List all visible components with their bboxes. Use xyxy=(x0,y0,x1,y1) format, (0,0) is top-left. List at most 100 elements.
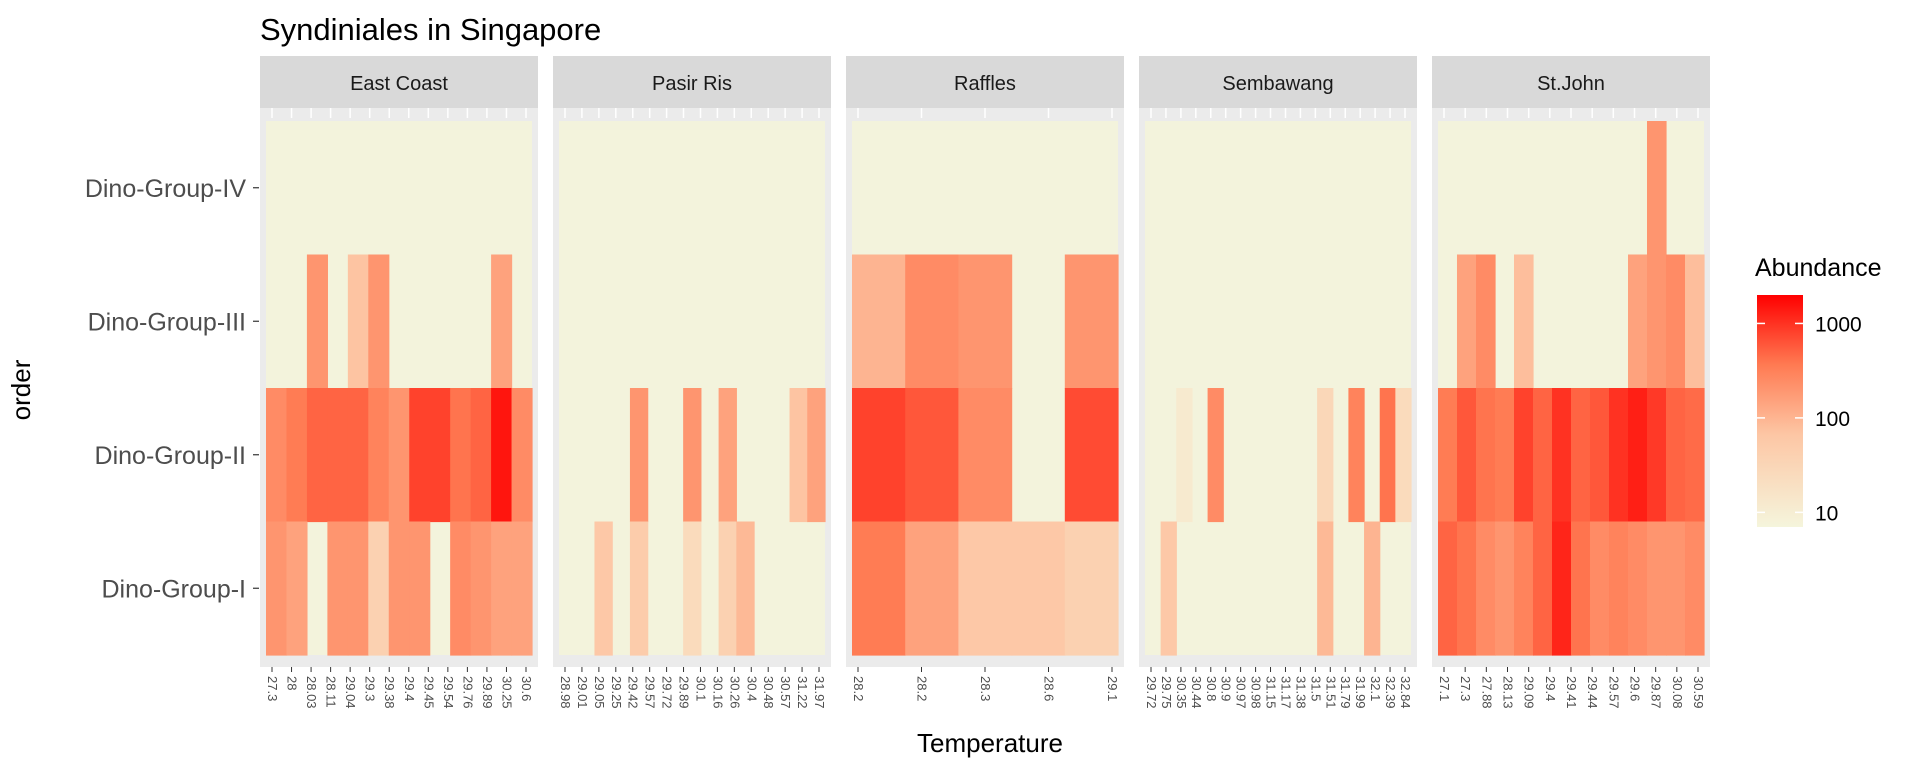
heatmap-cell xyxy=(368,254,390,389)
heatmap-cell xyxy=(470,388,492,523)
legend-tick-label: 1000 xyxy=(1815,313,1862,336)
heatmap-cell xyxy=(1628,388,1648,523)
x-tick-label: 30.98 xyxy=(1249,676,1264,709)
heatmap-cell xyxy=(1552,388,1572,523)
x-tick-label: 29.57 xyxy=(643,676,658,709)
heatmap-cell xyxy=(306,254,328,389)
heatmap-cell xyxy=(629,388,649,523)
heatmap-cell xyxy=(1064,521,1119,656)
x-tick-label: 28 xyxy=(285,676,300,690)
x-tick-label: 28.98 xyxy=(558,676,573,709)
heatmap-cell xyxy=(1364,521,1381,656)
heatmap-cell xyxy=(388,388,410,523)
facet-label: Sembawang xyxy=(1222,73,1333,95)
x-tick-label: 29.05 xyxy=(592,676,607,709)
x-tick-label: 29.42 xyxy=(626,676,641,709)
heatmap-cell xyxy=(1685,254,1705,389)
heatmap-cell xyxy=(1609,388,1629,523)
x-tick-label: 29.87 xyxy=(1649,676,1664,709)
heatmap-cell xyxy=(327,521,349,656)
x-tick-label: 29.89 xyxy=(480,676,495,709)
x-tick-label: 28.2 xyxy=(915,676,930,701)
heatmap-cell xyxy=(1514,521,1534,656)
heatmap-cell xyxy=(718,521,737,656)
x-tick-label: 28.2 xyxy=(851,676,866,701)
heatmap-cell xyxy=(1317,388,1334,523)
heatmap-cell xyxy=(1456,521,1477,656)
x-tick-label: 27.3 xyxy=(1458,676,1473,701)
chart-title: Syndiniales in Singapore xyxy=(260,12,601,47)
x-tick-label: 28.11 xyxy=(324,676,339,708)
x-tick-label: 29.41 xyxy=(1564,676,1579,709)
heatmap-cell xyxy=(368,521,390,656)
heatmap-cell xyxy=(1665,254,1686,389)
x-tick-label: 29.75 xyxy=(1159,676,1174,709)
panel-st-john: St.John 27.1 27.3 27.88 28.13 29.09 29.4 29.41 2… xyxy=(1432,56,1710,709)
x-tick-label: 32.39 xyxy=(1383,676,1398,709)
x-tick-label: 29.4 xyxy=(402,676,417,701)
heatmap-cell xyxy=(1395,388,1412,523)
x-axis-label: Temperature xyxy=(917,728,1063,758)
x-tick-label: 31.17 xyxy=(1278,676,1293,709)
heatmap-cell xyxy=(736,521,755,656)
heatmap-cell xyxy=(511,521,533,656)
heatmap-cell xyxy=(347,254,369,389)
heatmap-cell xyxy=(718,388,737,523)
x-tick-label: 29.57 xyxy=(1606,676,1621,709)
heatmap-cell xyxy=(1207,388,1224,523)
heatmap-cell xyxy=(1317,521,1334,656)
heatmap-cell xyxy=(1647,254,1667,389)
heatmap-cell xyxy=(1647,521,1667,656)
heatmap-cell xyxy=(388,521,410,656)
x-tick-label: 28.03 xyxy=(304,676,319,709)
heatmap-cell xyxy=(1609,521,1629,656)
heatmap-cell xyxy=(450,388,472,523)
legend-title: Abundance xyxy=(1755,254,1882,282)
x-tick-label: 32.84 xyxy=(1398,676,1413,709)
heatmap-cell xyxy=(852,388,906,523)
x-tick-label: 29.01 xyxy=(575,676,590,709)
x-tick-label: 29.76 xyxy=(460,676,475,709)
x-tick-label: 29.04 xyxy=(343,676,358,709)
panel-raffles: Raffles 28.2 28.2 28.3 28.6 29.1 xyxy=(846,56,1124,701)
heatmap-cell xyxy=(409,388,431,523)
x-tick-label: 29.89 xyxy=(677,676,692,709)
x-tick-label: 29.4 xyxy=(1543,676,1558,701)
heatmap-cell xyxy=(286,388,308,523)
x-tick-label: 30.44 xyxy=(1189,676,1204,709)
heatmap-cell xyxy=(1456,254,1477,389)
heatmap-cell xyxy=(629,521,649,656)
heatmap-cell xyxy=(958,254,1013,389)
x-tick-label: 28.13 xyxy=(1501,676,1516,709)
heatmap-cell xyxy=(266,521,288,656)
heatmap-cell xyxy=(683,388,702,523)
heatmap-cell xyxy=(852,254,906,389)
x-tick-label: 30.25 xyxy=(499,676,514,709)
heatmap-cell xyxy=(1589,521,1610,656)
facet-strip xyxy=(846,56,1124,108)
heatmap-cell xyxy=(511,388,533,523)
heatmap-cell xyxy=(1176,388,1193,523)
legend-tick-label: 10 xyxy=(1815,502,1838,525)
x-tick-label: 31.38 xyxy=(1293,676,1308,709)
x-tick-label: 29.44 xyxy=(1585,676,1600,709)
heatmap-cell xyxy=(1495,521,1515,656)
legend-colorbar xyxy=(1757,295,1803,527)
heatmap-cell xyxy=(1685,388,1705,523)
heatmap-cell xyxy=(807,388,826,523)
panels: East Coast 27.3 28 28.03 28.11 29.04 29.3 29.38… xyxy=(260,56,1710,709)
x-tick-label: 30.35 xyxy=(1174,676,1189,709)
x-tick-label: 31.79 xyxy=(1338,676,1353,709)
x-tick-label: 29.09 xyxy=(1522,676,1537,709)
heatmap-cell xyxy=(852,521,906,656)
x-tick-label: 28.3 xyxy=(978,676,993,701)
y-tick-label: Dino-Group-II xyxy=(95,442,246,470)
heatmap-cell xyxy=(1064,388,1119,523)
x-tick-label: 31.22 xyxy=(795,676,810,709)
facet-label: East Coast xyxy=(350,73,448,95)
x-tick-label: 30.59 xyxy=(1691,676,1706,709)
x-tick-label: 29.72 xyxy=(1144,676,1159,709)
heatmap-cell xyxy=(286,521,308,656)
